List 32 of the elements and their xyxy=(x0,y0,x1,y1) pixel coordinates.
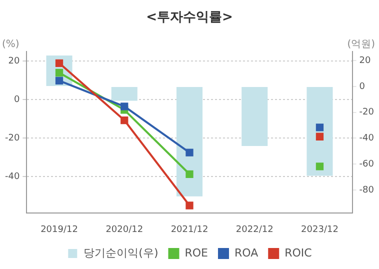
point xyxy=(186,202,194,210)
legend-label: ROE xyxy=(184,246,208,260)
point xyxy=(316,132,324,140)
y2-tick-label: -80 xyxy=(359,185,374,196)
point xyxy=(316,162,324,170)
point xyxy=(120,102,128,110)
point xyxy=(120,116,128,124)
y2-tick-label: 0 xyxy=(359,82,366,92)
y-tick-label: -40 xyxy=(4,172,20,182)
x-tick-label: 2023/12 xyxy=(301,224,338,235)
y-axis-title: (%) xyxy=(2,39,20,50)
legend-label: ROIC xyxy=(284,246,312,260)
point xyxy=(55,59,64,67)
point xyxy=(316,124,324,132)
point xyxy=(186,170,194,178)
x-tick-label: 2021/12 xyxy=(170,224,208,235)
y-tick-label: 0 xyxy=(14,95,20,106)
x-tick-label: 2019/12 xyxy=(40,224,78,235)
y-tick-label: -20 xyxy=(4,134,20,144)
y2-tick-label: -40 xyxy=(359,134,374,144)
y2-tick-label: 20 xyxy=(359,56,372,66)
legend-label: ROA xyxy=(234,246,259,260)
point xyxy=(186,148,194,156)
legend-label: 당기순이익(우) xyxy=(84,246,158,260)
y2-axis-title: (억원) xyxy=(347,39,376,50)
point xyxy=(55,76,64,84)
chart-title: <투자수익률> xyxy=(146,10,233,26)
y2-tick-label: -60 xyxy=(359,159,374,170)
y2-tick-label: -20 xyxy=(359,108,374,118)
x-tick-label: 2022/12 xyxy=(236,224,274,235)
y-tick-label: 20 xyxy=(8,56,20,67)
x-tick-label: 2020/12 xyxy=(106,224,144,235)
